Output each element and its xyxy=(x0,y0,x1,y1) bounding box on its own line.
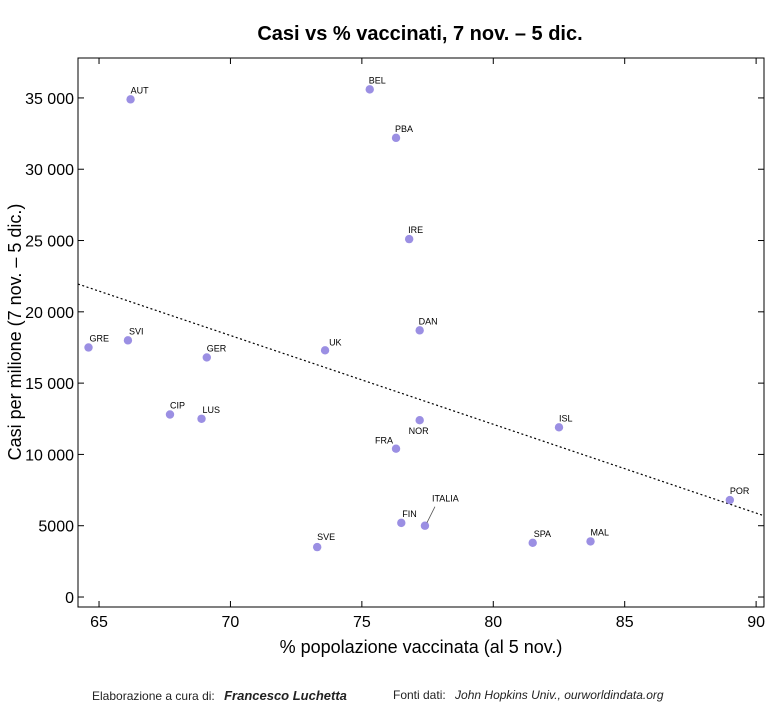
credit-prefix: Elaborazione a cura di: xyxy=(92,689,215,703)
point-label: SPA xyxy=(534,529,551,539)
points-group: AUT BEL PBA IRE DAN GRE SVI UK GER CIP LUS NOR ISL FR… xyxy=(84,75,750,552)
axis-ticks: 65 70 75 80 85 90 0 5000 10 000 15 000 20 000 25 00… xyxy=(25,58,765,631)
point-label: GRE xyxy=(90,333,110,343)
point-label: BEL xyxy=(369,75,386,85)
point-label: PBA xyxy=(395,124,413,134)
point-label: FRA xyxy=(375,436,393,446)
point-label: ISL xyxy=(559,413,573,423)
y-tick-label: 30 000 xyxy=(25,162,74,179)
data-point xyxy=(320,346,330,355)
data-point xyxy=(554,423,564,432)
point-label: ITALIA xyxy=(432,494,459,504)
x-tick-label: 80 xyxy=(484,614,502,631)
data-point xyxy=(415,326,424,335)
point-label: DAN xyxy=(419,316,438,326)
sources-text: John Hopkins Univ., ourworldindata.org xyxy=(455,688,664,702)
point-label: LUS xyxy=(203,405,221,415)
data-point xyxy=(126,95,135,104)
data-point xyxy=(391,444,401,453)
data-point xyxy=(202,353,211,362)
data-point xyxy=(397,518,406,528)
data-point xyxy=(415,415,424,425)
point-label: GER xyxy=(207,343,227,353)
data-point xyxy=(165,410,175,419)
chart-title: Casi vs % vaccinati, 7 nov. – 5 dic. xyxy=(257,23,582,45)
point-label: SVI xyxy=(129,326,144,336)
y-tick-label: 10 000 xyxy=(25,447,74,464)
credit-name: Francesco Luchetta xyxy=(224,688,347,703)
y-tick-label: 15 000 xyxy=(25,376,74,393)
x-tick-label: 90 xyxy=(747,614,765,631)
point-label: UK xyxy=(329,337,342,347)
data-point xyxy=(84,343,93,352)
data-point xyxy=(420,521,430,530)
data-point xyxy=(123,336,133,345)
point-label: SVE xyxy=(317,532,335,542)
y-tick-label: 20 000 xyxy=(25,305,74,322)
data-point xyxy=(404,234,414,244)
point-label: NOR xyxy=(409,426,430,436)
point-label: FIN xyxy=(402,509,417,519)
y-tick-label: 5000 xyxy=(38,519,74,536)
data-point xyxy=(312,542,322,552)
y-tick-label: 35 000 xyxy=(25,91,74,108)
point-label: CIP xyxy=(170,400,185,410)
x-tick-label: 65 xyxy=(90,614,108,631)
y-tick-label: 0 xyxy=(65,590,74,607)
x-tick-label: 70 xyxy=(222,614,240,631)
leader-line xyxy=(426,506,436,523)
data-point xyxy=(391,133,401,143)
point-label: AUT xyxy=(131,85,150,95)
y-tick-label: 25 000 xyxy=(25,234,74,251)
sources-prefix: Fonti dati: xyxy=(393,688,446,702)
x-tick-label: 75 xyxy=(353,614,371,631)
point-label: MAL xyxy=(591,527,610,537)
x-tick-label: 85 xyxy=(616,614,634,631)
sources: Fonti dati: John Hopkins Univ., ourworld… xyxy=(393,688,664,702)
data-point xyxy=(725,495,735,505)
trendline-group xyxy=(77,283,765,517)
point-label: IRE xyxy=(408,225,423,235)
point-label: POR xyxy=(730,486,750,496)
x-axis-label: % popolazione vaccinata (al 5 nov.) xyxy=(280,637,563,657)
plot-frame xyxy=(77,57,765,608)
data-point xyxy=(365,85,374,94)
data-point xyxy=(586,537,595,546)
trendline xyxy=(77,283,765,517)
credit: Elaborazione a cura di: Francesco Luchet… xyxy=(92,688,347,703)
data-point xyxy=(528,538,537,548)
data-point xyxy=(197,414,206,423)
y-axis-label: Casi per milione (7 nov. – 5 dic.) xyxy=(5,204,25,461)
